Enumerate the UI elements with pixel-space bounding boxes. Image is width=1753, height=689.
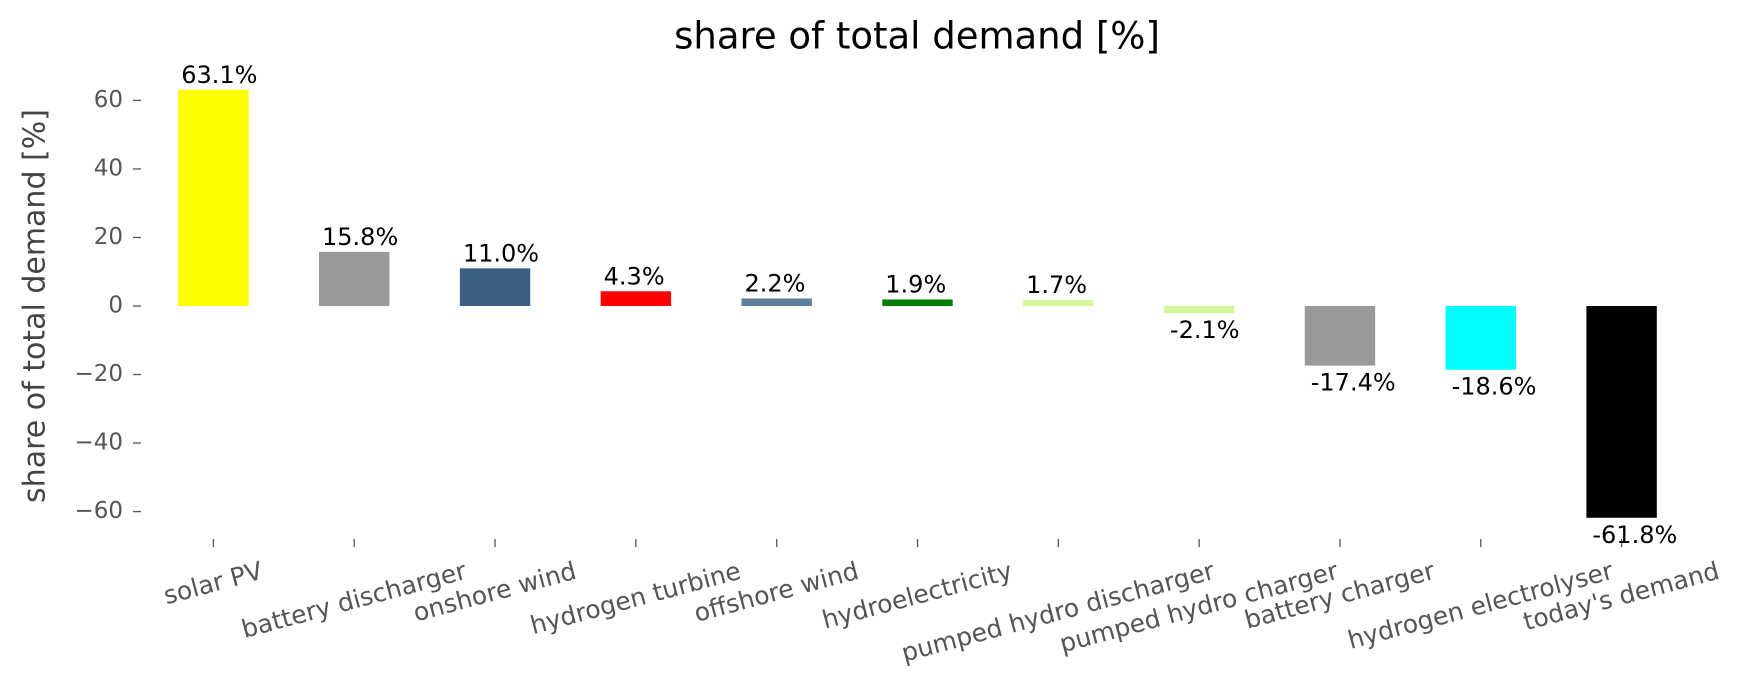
- value-label: 4.3%: [604, 262, 665, 290]
- bar: [1304, 306, 1376, 366]
- y-tick-label: −40: [74, 430, 123, 456]
- value-label: 1.7%: [1026, 271, 1087, 299]
- bar: [1586, 306, 1657, 518]
- bar: [1445, 306, 1516, 370]
- value-label: 15.8%: [322, 223, 398, 251]
- y-axis-label: share of total demand [%]: [18, 109, 53, 503]
- x-tick-label: solar PV: [160, 556, 265, 610]
- value-label: -17.4%: [1311, 369, 1396, 397]
- value-label: 1.9%: [885, 270, 946, 298]
- bar: [1163, 306, 1235, 314]
- value-label: 63.1%: [181, 61, 257, 89]
- bar: [459, 268, 531, 306]
- bar: [1023, 300, 1094, 306]
- y-tick-label: 0: [108, 293, 123, 319]
- value-label: -2.1%: [1170, 316, 1240, 344]
- y-tick-label: 20: [94, 224, 123, 250]
- value-label: -18.6%: [1452, 373, 1537, 401]
- bar: [882, 299, 953, 306]
- value-label: -61.8%: [1592, 521, 1677, 549]
- y-tick-label: 40: [94, 155, 123, 181]
- bar: [319, 251, 390, 306]
- y-tick-label: −20: [74, 361, 123, 387]
- bar: [741, 298, 812, 306]
- chart-title: share of total demand [%]: [674, 15, 1160, 58]
- y-tick-label: −60: [74, 498, 123, 524]
- bar: [600, 291, 672, 306]
- value-label: 11.0%: [463, 239, 539, 267]
- value-label: 2.2%: [744, 269, 805, 297]
- bar: [178, 89, 249, 306]
- y-tick-label: 60: [94, 87, 123, 113]
